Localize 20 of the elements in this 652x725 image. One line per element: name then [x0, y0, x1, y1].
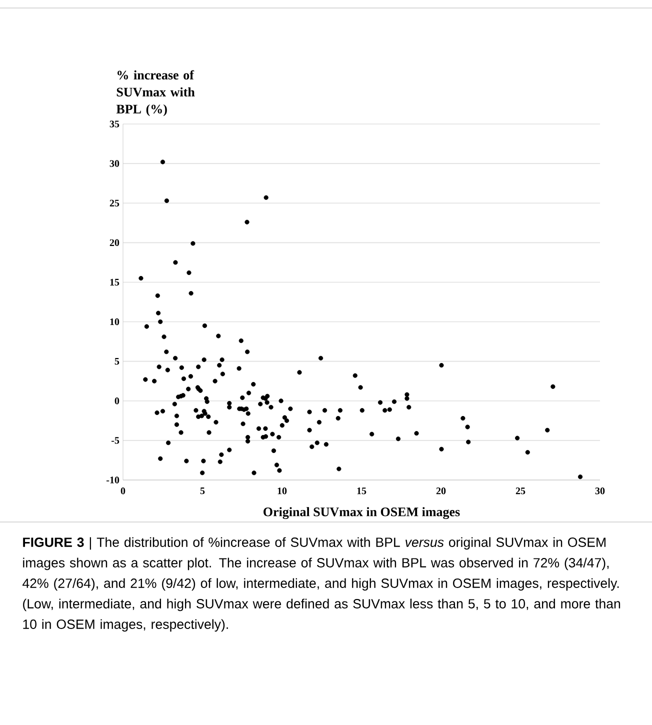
y-tick-label: 30: [110, 160, 120, 167]
y-tick-label: -5: [111, 437, 120, 444]
y-tick-label: 10: [110, 318, 120, 326]
x-tick-label: 25: [516, 488, 526, 494]
x-tick-label: 20: [436, 488, 446, 494]
x-tick-label: 10: [278, 488, 287, 494]
y-tick-label: 5: [114, 358, 120, 365]
y-tick-label: 15: [110, 278, 120, 286]
x-tick-label: 30: [595, 488, 605, 494]
text: FIGURE 3 | The distribution of %increase of SUVmax with BPL versus original SUVmax in OSEM images shown as a scatter plot. The increase of SUVmax with BPL was observed in 72% (34/47), 42% (27/64), and 21% (9/42) of low, intermediate, and high SUVmax in OSEM images, respectively. (Low, intermediate, and high SUVmax were defined as SUVmax less than 5, 5 to 10, and more than 10 in OSEM images, respectively).: [22, 537, 620, 632]
x-tick-label: 0: [120, 488, 126, 494]
y-axis-title: % increase of SUVmax with BPL (%): [116, 70, 195, 116]
y-tick-label: 20: [110, 239, 120, 246]
x-axis-title: Original SUVmax in OSEM images: [264, 507, 460, 520]
x-tick-label: 5: [200, 488, 205, 494]
y-tick-label: -10: [106, 476, 120, 484]
y-tick-label: 0: [114, 398, 120, 404]
y-tick-label: 25: [110, 200, 120, 206]
y-tick-label: 35: [110, 120, 120, 128]
x-tick-label: 15: [357, 488, 366, 494]
